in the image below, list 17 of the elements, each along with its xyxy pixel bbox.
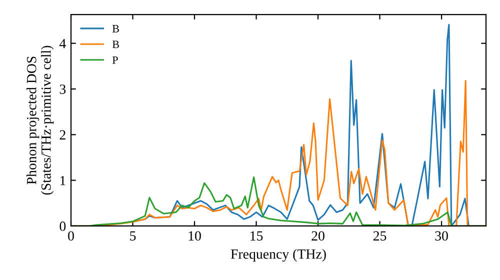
x-tick-label: 25 (373, 231, 386, 241)
x-tick-label: 20 (312, 231, 324, 241)
x-tick-label: 15 (250, 231, 263, 241)
y-tick-label: 2 (60, 130, 66, 140)
x-axis-title: Frequency (THz) (230, 248, 326, 262)
y-axis-title: Phonon projected DOS (States/THz·primitive cell) (26, 46, 54, 195)
y-tick-label: 1 (60, 176, 66, 186)
x-tick-label: 0 (68, 231, 74, 241)
y-tick-label: 4 (59, 39, 66, 48)
y-tick-label: 0 (60, 222, 66, 231)
legend-label: B (112, 25, 119, 32)
legend-label: P (112, 56, 118, 64)
x-tick-label: 5 (130, 231, 136, 241)
y-tick-label: 3 (60, 84, 66, 94)
x-tick-label: 10 (188, 231, 201, 241)
x-tick-label: 30 (435, 231, 448, 241)
legend-label: B (112, 40, 119, 48)
